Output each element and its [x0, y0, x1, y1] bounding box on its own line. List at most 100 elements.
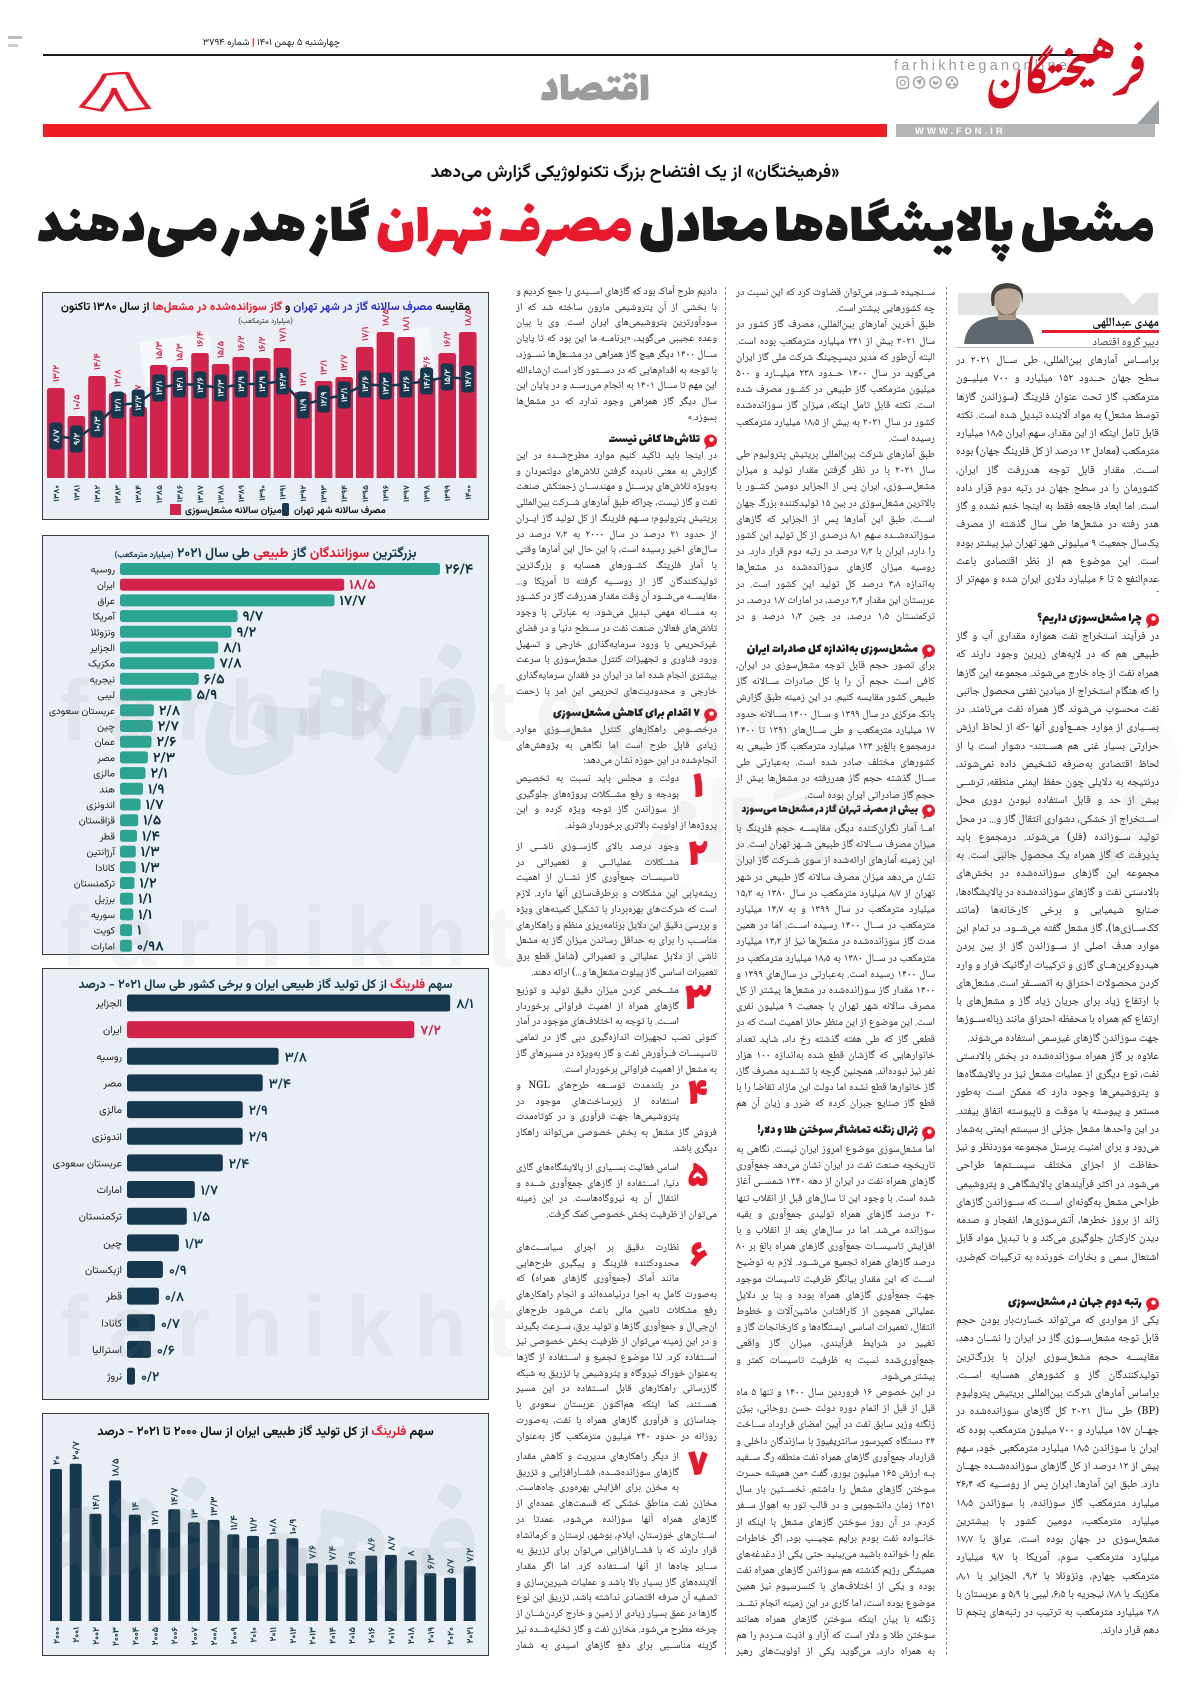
svg-text:۱۳۸۴: ۱۳۸۴ — [134, 485, 146, 503]
svg-text:۲۰۱۷: ۲۰۱۷ — [385, 1626, 399, 1644]
svg-text:سوریه: سوریه — [91, 909, 115, 924]
svg-text:۲۰/۷: ۲۰/۷ — [70, 1441, 85, 1460]
svg-text:۲۰۰۹: ۲۰۰۹ — [228, 1627, 242, 1644]
svg-text:۲/۱: ۲/۱ — [151, 764, 168, 786]
svg-text:۱۰/۹: ۱۰/۹ — [287, 1519, 302, 1535]
svg-text:۲۰۰۸: ۲۰۰۸ — [208, 1626, 222, 1645]
svg-text:۲۶/۴: ۲۶/۴ — [445, 560, 473, 582]
svg-text:۱۳۹۵: ۱۳۹۵ — [361, 485, 373, 502]
svg-text:۱۴/۴: ۱۴/۴ — [91, 353, 105, 370]
svg-text:۶/۹: ۶/۹ — [346, 1551, 361, 1564]
svg-text:۲۰: ۲۰ — [51, 1456, 66, 1465]
svg-text:۱۳/۱: ۱۳/۱ — [318, 360, 332, 375]
svg-text:۱/۳: ۱/۳ — [185, 1235, 203, 1256]
svg-text:۱۳۸۶: ۱۳۸۶ — [175, 485, 187, 502]
svg-text:۱۲/۱: ۱۲/۱ — [112, 398, 126, 411]
svg-text:ونزوئلا: ونزوئلا — [90, 626, 115, 641]
svg-text:۳/۸: ۳/۸ — [285, 1048, 307, 1069]
svg-text:۲۰۰۵: ۲۰۰۵ — [149, 1626, 163, 1645]
svg-text:۱۱/۹: ۱۱/۹ — [297, 399, 311, 412]
svg-text:۱۳/۳: ۱۳/۳ — [208, 1496, 223, 1516]
svg-text:۵/۹: ۵/۹ — [197, 685, 218, 707]
svg-text:برزیل: برزیل — [95, 893, 115, 908]
svg-text:۸/۷: ۸/۷ — [50, 429, 64, 443]
svg-text:عمان: عمان — [95, 736, 115, 751]
svg-text:۱۷/۷: ۱۷/۷ — [340, 591, 367, 613]
svg-text:۲۰۱۴: ۲۰۱۴ — [326, 1626, 340, 1644]
svg-text:امارات: امارات — [97, 1182, 122, 1199]
svg-text:۱۳۹۹: ۱۳۹۹ — [443, 485, 455, 501]
svg-text:۹/۷: ۹/۷ — [243, 607, 264, 629]
svg-text:۱۳۸۳: ۱۳۸۳ — [114, 485, 126, 504]
svg-text:۱۲/۲: ۱۲/۲ — [132, 395, 146, 410]
svg-text:۱۳۸۸: ۱۳۸۸ — [217, 485, 229, 503]
svg-text:۰/۶: ۰/۶ — [157, 1341, 175, 1362]
svg-text:۳/۴: ۳/۴ — [269, 1075, 291, 1096]
svg-text:۲۰۲۰: ۲۰۲۰ — [445, 1627, 459, 1645]
svg-text:۱/۳: ۱/۳ — [141, 842, 160, 864]
svg-text:(میلیارد مترمکعب): (میلیارد مترمکعب) — [238, 316, 293, 328]
svg-text:۱۸/۵: ۱۸/۵ — [379, 308, 393, 326]
svg-text:استرالیا: استرالیا — [92, 1342, 122, 1359]
svg-text:بزرگترین سوزانندگان گاز طبیعی: بزرگترین سوزانندگان گاز طبیعی طی سال ۲۰۲… — [114, 544, 416, 565]
svg-text:۲۰۰۱: ۲۰۰۱ — [70, 1627, 84, 1643]
svg-text:۲۰۰۷: ۲۰۰۷ — [188, 1626, 202, 1645]
svg-text:۰/۸: ۰/۸ — [165, 1288, 184, 1309]
svg-text:۲/۳: ۲/۳ — [153, 748, 175, 770]
svg-text:۸: ۸ — [79, 46, 152, 122]
svg-text:اندونزی: اندونزی — [86, 799, 115, 814]
svg-text:قطر: قطر — [99, 830, 116, 845]
svg-text:میزان سالانه مشعل‌سوزی: میزان سالانه مشعل‌سوزی — [185, 504, 282, 519]
svg-text:۱۷/۱: ۱۷/۱ — [276, 327, 290, 342]
svg-text:۱۸/۵: ۱۸/۵ — [349, 575, 376, 597]
svg-text:۲۰۲۱: ۲۰۲۱ — [464, 1627, 478, 1644]
svg-text:۱۳۹۷: ۱۳۹۷ — [402, 485, 414, 502]
svg-text:۱۴/۲: ۱۴/۲ — [421, 373, 435, 389]
svg-text:چین: چین — [103, 1235, 122, 1252]
svg-text:۱۵/۳: ۱۵/۳ — [153, 341, 167, 359]
svg-text:ایران: ایران — [103, 1022, 122, 1039]
svg-text:۱۳/۳: ۱۳/۳ — [379, 377, 393, 395]
svg-text:سهم فلرینگ از کل تولید گاز طبی: سهم فلرینگ از کل تولید گاز طبیعی ایران ا… — [97, 1422, 433, 1442]
svg-text:۱۲/۱: ۱۲/۱ — [149, 1510, 164, 1525]
svg-text:۲۰۱۳: ۲۰۱۳ — [307, 1627, 321, 1645]
svg-text:۶/۵: ۶/۵ — [204, 669, 225, 691]
svg-text:مالزی: مالزی — [93, 768, 115, 783]
svg-text:۱۳/۶: ۱۳/۶ — [359, 375, 373, 392]
svg-text:آرژانتین: آرژانتین — [86, 846, 115, 861]
svg-text:۱۴۰۰: ۱۴۰۰ — [464, 485, 476, 500]
svg-text:۱۳۸۷: ۱۳۸۷ — [196, 485, 208, 503]
svg-text:۱۳۸۰: ۱۳۸۰ — [52, 485, 64, 502]
svg-text:۲/۴: ۲/۴ — [229, 1155, 249, 1176]
svg-text:۲۰۱۸: ۲۰۱۸ — [405, 1626, 419, 1644]
svg-text:۱۳/۳: ۱۳/۳ — [215, 379, 229, 397]
svg-text:۱۲/۷: ۱۲/۷ — [338, 354, 352, 371]
svg-text:چین: چین — [97, 721, 115, 736]
svg-text:سهم فلرینگ از کل تولید گاز طبی: سهم فلرینگ از کل تولید گاز طبیعی ایران و… — [79, 975, 453, 995]
svg-text:ازبکستان: ازبکستان — [85, 1262, 122, 1279]
svg-text:۲۰۰۶: ۲۰۰۶ — [169, 1627, 183, 1645]
svg-text:۱۱/۲: ۱۱/۲ — [248, 1517, 263, 1532]
svg-text:ترکمنستان: ترکمنستان — [74, 878, 115, 893]
svg-text:۱/۵: ۱/۵ — [143, 811, 161, 833]
svg-text:روسیه: روسیه — [91, 564, 115, 579]
svg-text:۱۳۹۶: ۱۳۹۶ — [381, 485, 393, 501]
svg-text:۱۵/۳: ۱۵/۳ — [173, 343, 187, 361]
svg-text:۷/۸: ۷/۸ — [220, 654, 243, 676]
svg-text:کانادا: کانادا — [101, 1315, 122, 1332]
svg-text:۱: ۱ — [137, 921, 141, 943]
svg-text:قطر: قطر — [105, 1289, 122, 1306]
svg-text:امارات: امارات — [91, 940, 115, 955]
svg-text:۱۳/۱: ۱۳/۱ — [338, 388, 352, 403]
svg-text:۸/۶: ۸/۶ — [366, 1537, 381, 1551]
svg-text:هند: هند — [99, 783, 115, 798]
svg-text:۱۶/۲: ۱۶/۲ — [441, 331, 455, 347]
svg-text:۲/۹: ۲/۹ — [249, 1128, 268, 1149]
svg-text:۱/۷: ۱/۷ — [201, 1182, 218, 1203]
svg-text:۱۳۹۸: ۱۳۹۸ — [423, 485, 435, 502]
svg-text:الجزایر: الجزایر — [95, 996, 122, 1013]
svg-text:۱۳/۶: ۱۳/۶ — [400, 375, 414, 392]
svg-text:۶/۳: ۶/۳ — [425, 1554, 440, 1569]
svg-text:۱۳۸۵: ۱۳۸۵ — [155, 485, 167, 503]
svg-text:۱۴/۷: ۱۴/۷ — [462, 371, 476, 387]
